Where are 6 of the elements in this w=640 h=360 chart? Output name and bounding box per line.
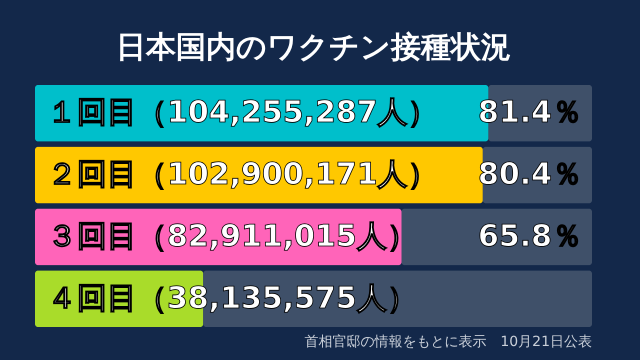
chart-title: 日本国内のワクチン接種状況 [116,30,511,65]
text: 首相官邸の情報をもとに表示 10月21日公表 [304,334,592,350]
y-tick-label: １回目（104,255,287人） [47,95,438,130]
y-tick-label: ３回目（82,911,015人） [47,218,417,254]
data-label: 65.8％ [478,218,582,254]
y-tick-label: ２回目（102,900,171人） [47,157,438,192]
